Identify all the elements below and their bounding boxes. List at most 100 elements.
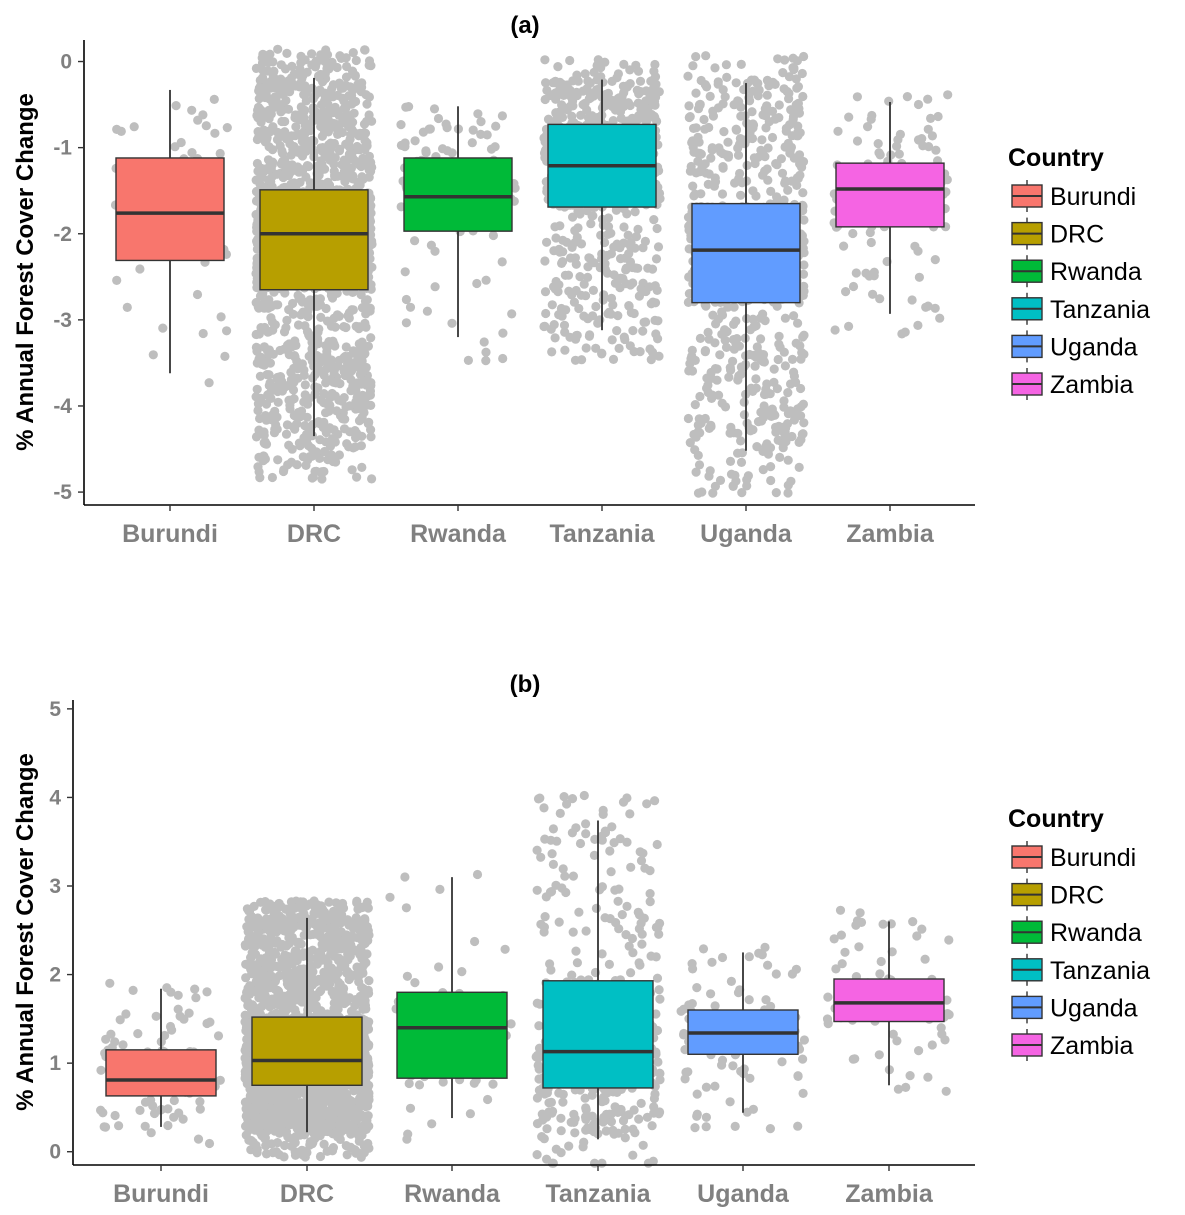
data-point <box>615 283 625 293</box>
y-tick-label: -5 <box>53 481 72 504</box>
data-point <box>777 168 788 178</box>
data-point <box>358 343 368 353</box>
data-point <box>797 68 807 79</box>
data-point <box>311 466 321 476</box>
data-point <box>463 355 473 365</box>
data-point <box>628 262 638 273</box>
data-point <box>282 315 292 325</box>
y-tick-label: -4 <box>53 395 72 418</box>
data-point <box>356 441 366 451</box>
data-point <box>105 978 115 988</box>
data-point <box>364 60 374 70</box>
data-point <box>357 402 368 413</box>
panel-b: (b) % Annual Forest Cover Change 012345B… <box>12 671 1150 1208</box>
data-point <box>433 113 444 124</box>
data-point <box>430 282 440 292</box>
data-point <box>774 331 784 341</box>
data-point <box>608 102 618 112</box>
data-point <box>540 55 550 65</box>
data-point <box>326 355 336 365</box>
data-point <box>166 987 176 997</box>
data-point <box>690 400 700 410</box>
data-point <box>619 222 629 232</box>
data-point <box>353 353 363 363</box>
data-point <box>780 313 791 323</box>
data-point <box>750 361 760 371</box>
x-tick-label-zambia: Zambia <box>846 520 935 548</box>
data-point <box>253 113 263 123</box>
data-point <box>780 55 790 65</box>
data-point <box>591 343 601 353</box>
data-point <box>778 68 788 78</box>
data-point <box>721 60 732 70</box>
data-point <box>773 354 783 365</box>
data-point <box>650 315 660 325</box>
data-point <box>693 488 704 498</box>
data-point <box>723 150 734 160</box>
data-point <box>278 89 288 99</box>
data-point <box>629 347 639 357</box>
data-point <box>190 984 200 994</box>
data-point <box>728 481 738 491</box>
data-point <box>567 290 577 300</box>
data-point <box>429 104 440 114</box>
data-point <box>717 398 727 408</box>
data-point <box>553 62 563 72</box>
data-point <box>302 429 312 439</box>
data-point <box>625 79 635 89</box>
data-point <box>717 307 727 317</box>
data-point <box>550 333 560 343</box>
data-point <box>263 303 273 313</box>
data-point <box>307 356 317 366</box>
data-point <box>630 207 640 217</box>
data-point <box>264 370 274 380</box>
data-point <box>289 410 299 421</box>
data-point <box>789 63 799 73</box>
data-point <box>913 246 923 256</box>
data-point <box>106 1029 116 1039</box>
data-point <box>586 219 596 229</box>
legend-label: Zambia <box>1050 371 1133 399</box>
y-tick-label: -1 <box>53 137 72 160</box>
data-point <box>280 64 291 74</box>
data-point <box>719 127 729 137</box>
data-point <box>767 132 778 143</box>
data-point <box>603 229 613 239</box>
data-point <box>302 84 312 95</box>
data-point <box>913 99 924 110</box>
data-point <box>705 466 715 476</box>
data-point <box>400 267 410 277</box>
data-point <box>766 462 776 472</box>
data-point <box>725 428 735 438</box>
data-point <box>603 213 614 223</box>
data-point <box>488 230 498 241</box>
data-point <box>316 312 326 322</box>
data-point <box>362 295 372 305</box>
data-point <box>293 162 303 172</box>
data-point <box>688 136 698 146</box>
data-point <box>696 418 706 428</box>
data-point <box>319 466 329 477</box>
data-point <box>736 102 746 112</box>
data-point <box>347 465 357 475</box>
data-point <box>771 422 781 432</box>
data-point <box>252 134 262 145</box>
data-point <box>114 1121 124 1131</box>
data-point <box>551 108 561 118</box>
data-point <box>615 107 626 117</box>
data-point <box>338 414 348 424</box>
data-point <box>359 143 369 153</box>
panel-a-legend: CountryBurundiDRCRwandaTanzaniaUgandaZam… <box>1008 144 1150 400</box>
data-point <box>851 268 861 278</box>
data-point <box>468 125 478 135</box>
data-point <box>653 242 664 252</box>
data-point <box>268 122 278 132</box>
data-point <box>260 92 270 103</box>
data-point <box>541 308 551 319</box>
data-point <box>302 67 312 77</box>
data-point <box>425 124 435 134</box>
data-point <box>861 268 871 278</box>
data-point <box>609 242 619 252</box>
data-point <box>614 343 624 353</box>
data-point <box>284 395 294 405</box>
